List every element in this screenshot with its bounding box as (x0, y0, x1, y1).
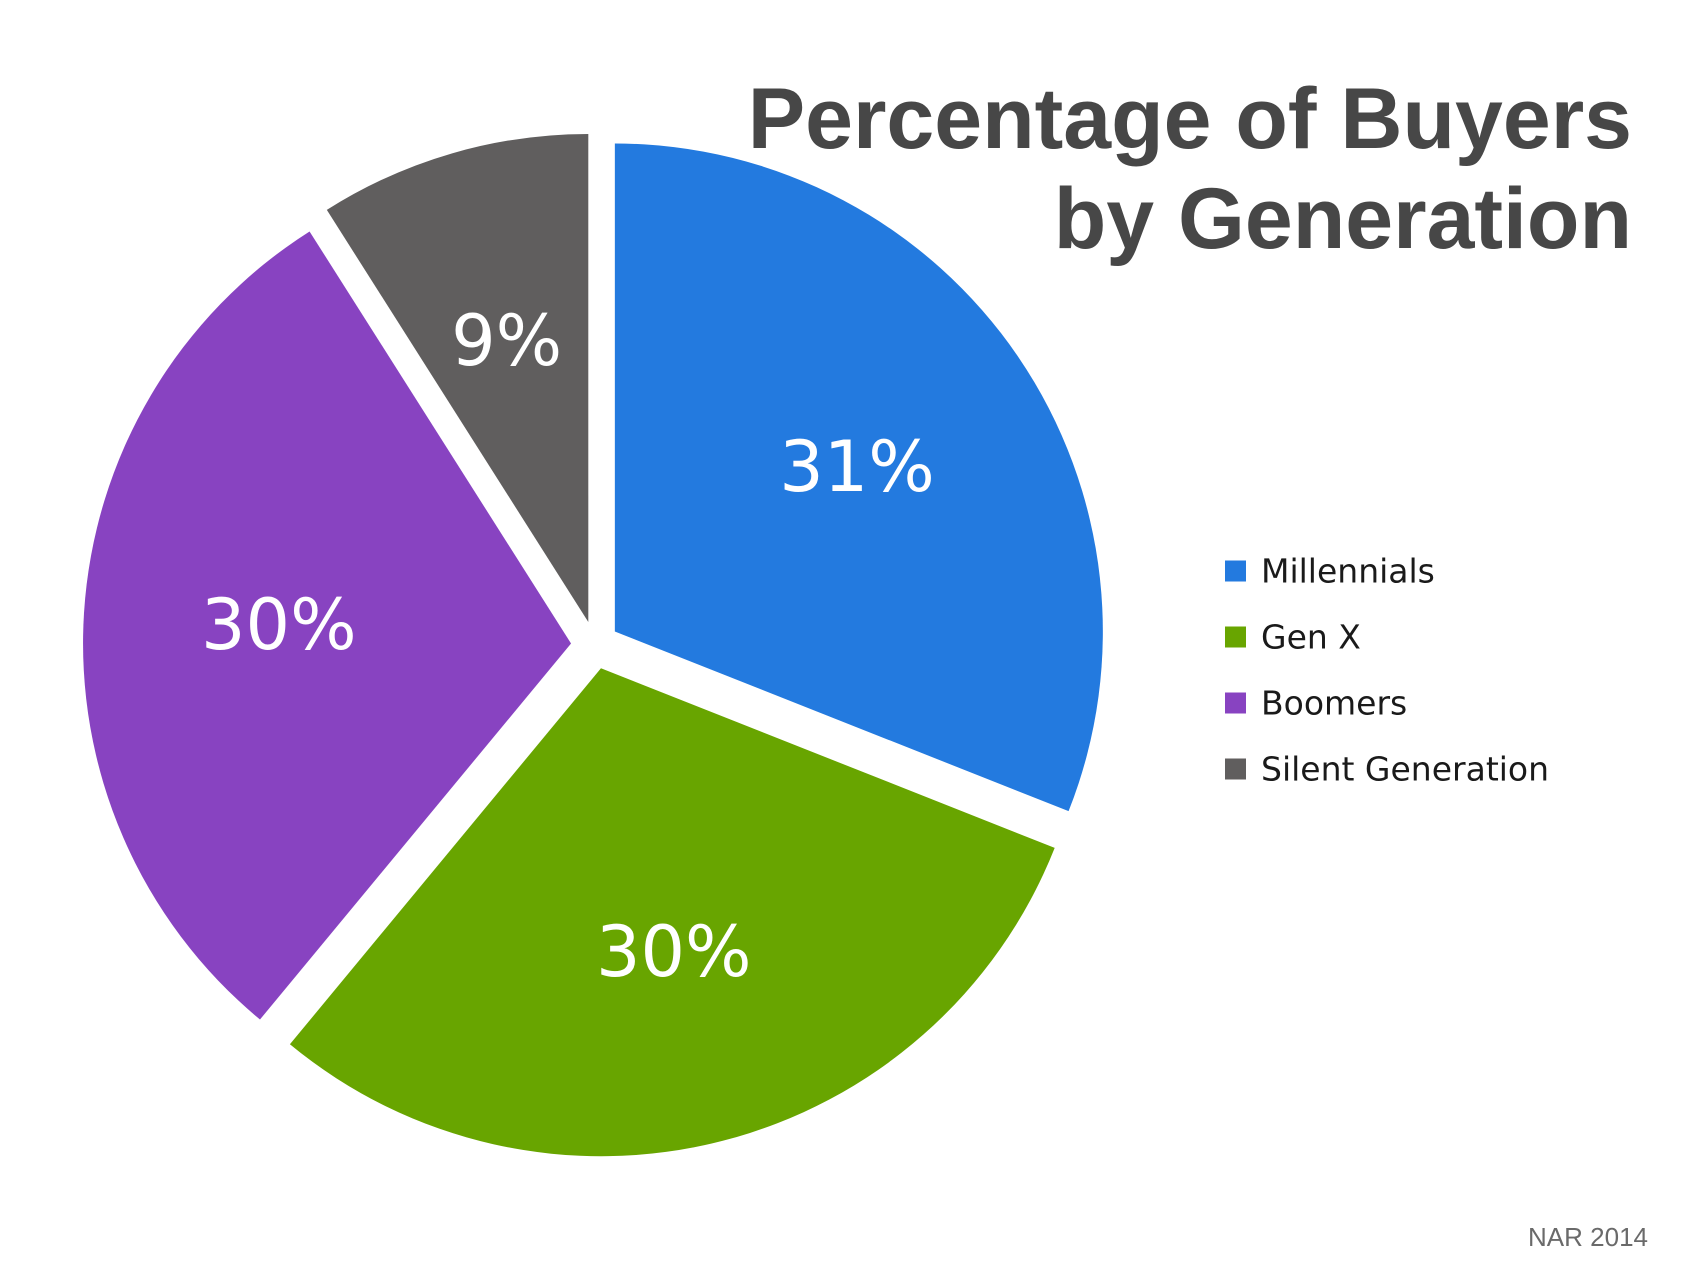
chart-title-line-2: by Generation (1054, 171, 1632, 267)
pie-slice-millennials (614, 143, 1103, 812)
pie-slices (83, 133, 1103, 1157)
data-label-millennials: 31% (779, 426, 935, 508)
legend-label-millennials: Millennials (1261, 552, 1435, 591)
source-note: NAR 2014 (1528, 1222, 1648, 1252)
pie-slice-silent-generation (326, 133, 589, 622)
pie-slice-gen-x (289, 668, 1055, 1157)
pie-slice-boomers (83, 231, 572, 1020)
data-label-boomers: 30% (201, 584, 357, 666)
legend-swatch-millennials (1225, 560, 1246, 582)
data-label-silent-generation: 9% (451, 300, 562, 382)
legend: Millennials Gen X Boomers Silent Generation (1225, 552, 1549, 789)
pie-slice-labels: 31% 30% 30% 9% (201, 300, 935, 993)
legend-label-silent-generation: Silent Generation (1261, 750, 1549, 789)
legend-label-gen-x: Gen X (1261, 618, 1361, 657)
legend-swatch-boomers (1225, 692, 1246, 714)
legend-label-boomers: Boomers (1261, 684, 1407, 723)
chart-title-line-1: Percentage of Buyers (748, 71, 1632, 167)
legend-swatch-gen-x (1225, 626, 1246, 648)
legend-swatch-silent-generation (1225, 758, 1246, 780)
data-label-gen-x: 30% (596, 911, 752, 993)
